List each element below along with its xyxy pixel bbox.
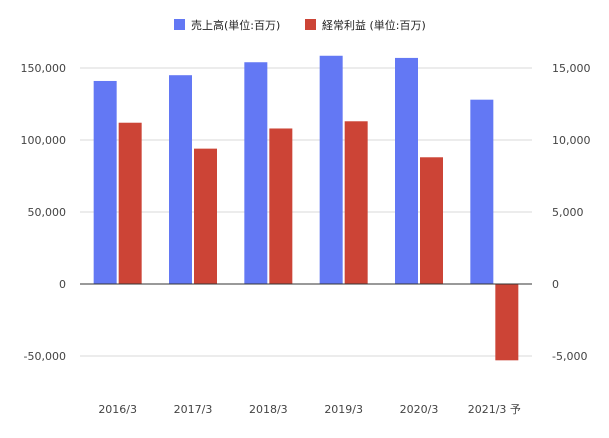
sales-bar [169, 75, 192, 284]
right-tick-label: 10,000 [552, 134, 591, 147]
legend-swatch [174, 19, 185, 30]
left-tick-label: 100,000 [21, 134, 67, 147]
x-tick-label: 2016/3 [98, 403, 137, 416]
left-tick-label: 0 [59, 278, 66, 291]
ordinary-profit-bar [118, 122, 142, 284]
x-tick-label: 2019/3 [324, 403, 363, 416]
left-tick-label: 150,000 [21, 62, 67, 75]
chart-legend: 売上高(単位:百万) 経常利益 (単位:百万) [174, 18, 426, 32]
sales-bar [470, 99, 494, 285]
sales-bar [244, 62, 268, 284]
legend-label: 経常利益 (単位:百万) [322, 18, 426, 32]
right-tick-label: 5,000 [552, 206, 584, 219]
ordinary-profit-bar [495, 284, 519, 361]
left-tick-label: -50,000 [24, 350, 66, 363]
x-tick-label: 2020/3 [400, 403, 439, 416]
ordinary-profit-bar [194, 148, 217, 284]
right-tick-label: -5,000 [552, 350, 587, 363]
sales-bar [319, 55, 343, 285]
chart-bars [93, 55, 519, 361]
legend-label: 売上高(単位:百万) [191, 18, 280, 32]
right-tick-label: 15,000 [552, 62, 591, 75]
x-tick-label: 2021/3 予 [468, 403, 521, 416]
chart-gridlines [80, 67, 532, 357]
legend-swatch [305, 19, 316, 30]
left-y-axis: -50,000 0 50,000 100,000 150,000 [21, 62, 67, 363]
sales-bar [395, 57, 418, 284]
x-tick-label: 2018/3 [249, 403, 288, 416]
right-tick-label: 0 [552, 278, 559, 291]
x-tick-label: 2017/3 [174, 403, 213, 416]
x-axis: 2016/3 2017/3 2018/3 2019/3 2020/3 2021/3 予 [98, 403, 521, 416]
ordinary-profit-bar [344, 121, 368, 284]
ordinary-profit-bar [420, 157, 443, 284]
right-y-axis: -5,000 0 5,000 10,000 15,000 [552, 62, 591, 363]
sales-bar [93, 80, 117, 285]
ordinary-profit-bar [269, 128, 293, 284]
left-tick-label: 50,000 [28, 206, 67, 219]
